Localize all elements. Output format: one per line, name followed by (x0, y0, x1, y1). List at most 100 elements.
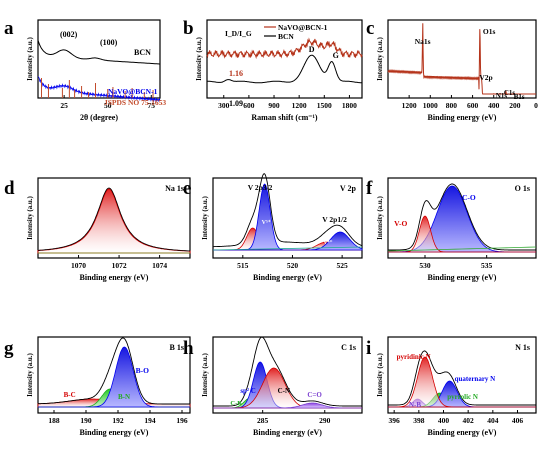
peak-C1s: C1s (504, 89, 516, 97)
label-V2p32: V 2p3/2 (248, 183, 273, 192)
x-tick-label-g: 194 (144, 416, 156, 425)
legend-BCN: BCN (134, 48, 151, 57)
panel-c-frame (387, 19, 537, 99)
baseline (212, 246, 363, 251)
label-C-O: C-O (462, 193, 476, 202)
peak-B-O (38, 346, 190, 408)
x-tick-label-i: 402 (463, 416, 475, 425)
x-tick-label-d: 1074 (152, 261, 167, 270)
x-tick-label-i: 396 (389, 416, 401, 425)
x-axis-label-e: Binding energy (eV) (253, 273, 322, 282)
x-tick-label-e: 520 (287, 261, 299, 270)
x-tick-label-c: 600 (467, 101, 479, 110)
x-tick-label-g: 190 (80, 416, 92, 425)
x-tick-label-a: 50 (104, 101, 112, 110)
y-axis-label-c: Intensity (a.u.) (376, 36, 384, 80)
x-tick-label-f: 535 (481, 261, 493, 270)
panel-a: a Intensity (a.u.) 2θ (degree) 25 50 75 (002) (… (4, 18, 166, 122)
label-C-B: C-B (230, 400, 242, 407)
y-axis-label-g: Intensity (a.u.) (26, 352, 34, 396)
legend-NaVO: NaVO@BCN-1 (108, 87, 158, 96)
panel-e-frame (212, 177, 363, 259)
y-axis-label-f: Intensity (a.u.) (376, 195, 384, 239)
x-tick-label-f: 530 (419, 261, 431, 270)
series-BCN (207, 54, 362, 84)
y-axis-label-a: Intensity (a.u.) (26, 36, 34, 80)
label-G: G (333, 51, 339, 60)
x-tick-label-b: 1800 (342, 101, 357, 110)
label-C=O: C=O (307, 391, 322, 399)
panel-letter-g: g (4, 338, 14, 359)
label-D: D (309, 45, 315, 54)
title-C1s: C 1s (341, 343, 356, 352)
x-tick-label-a: 25 (60, 101, 68, 110)
x-tick-label-e: 515 (237, 261, 249, 270)
y-axis-label-d: Intensity (a.u.) (26, 195, 34, 239)
x-tick-label-c: 1200 (402, 101, 417, 110)
peak-Na1s (37, 188, 191, 254)
x-axis-label-a: 2θ (degree) (80, 113, 118, 122)
x-tick-label-a: 75 (148, 101, 156, 110)
x-tick-label-d: 1072 (112, 261, 127, 270)
peak-V2p: V2p (479, 73, 492, 82)
title-V2p: V 2p (340, 184, 357, 193)
x-tick-label-g: 192 (112, 416, 124, 425)
peak-B1s: B1s (514, 93, 525, 101)
label-B-C: B-C (64, 391, 76, 399)
title-B1s: B 1s (170, 343, 184, 352)
peak-pyridinic-N (388, 356, 536, 408)
panel-f-frame (387, 177, 537, 259)
x-axis-label-f: Binding energy (eV) (428, 273, 497, 282)
x-tick-label-g: 188 (48, 416, 60, 425)
peak-O1s: O1s (483, 27, 496, 36)
peak-C=O (213, 402, 362, 409)
x-axis-label-b: Raman shift (cm⁻¹) (251, 113, 318, 122)
peak-label-002: (002) (60, 30, 78, 39)
x-tick-label-b: 1500 (317, 101, 332, 110)
panel-d-frame (37, 177, 191, 259)
x-tick-label-h: 285 (257, 416, 269, 425)
label-N-B: N-B (409, 401, 421, 409)
label-V2p12: V 2p1/2 (322, 215, 347, 224)
legend-label-BCN: BCN (278, 32, 294, 41)
x-tick-label-i: 406 (512, 416, 524, 425)
peak-Na1s: Na1s (415, 37, 431, 46)
panel-letter-h: h (183, 338, 194, 359)
panel-d: d Intensity (a.u.) Binding energy (eV) 1070… (4, 177, 191, 282)
x-axis-label-g: Binding energy (eV) (80, 428, 149, 437)
peak-V⁵⁺ 2p1/2 (213, 231, 363, 251)
label-quaternary-N: quaternary N (455, 375, 496, 383)
panel-letter-c: c (366, 18, 374, 39)
title-O1s: O 1s (515, 184, 530, 193)
panel-a-frame (37, 19, 161, 99)
y-axis-label-i: Intensity (a.u.) (376, 352, 384, 396)
panel-letter-i: i (366, 338, 371, 359)
label-V-O: V-O (394, 219, 407, 228)
envelope-N1s (388, 350, 536, 406)
ratio-NaVO: 1.16 (229, 69, 243, 78)
peak-N1s: N1s (496, 92, 508, 100)
panel-letter-a: a (4, 18, 14, 39)
x-axis-label-i: Binding energy (eV) (428, 428, 497, 437)
x-axis-label-h: Binding energy (eV) (253, 428, 322, 437)
x-tick-label-e: 525 (337, 261, 349, 270)
x-tick-label-d: 1070 (71, 261, 86, 270)
baseline (387, 246, 537, 252)
label-B-O: B-O (136, 366, 150, 375)
x-tick-label-i: 400 (438, 416, 450, 425)
panel-i-frame (387, 336, 537, 414)
y-axis-label-b: Intensity (a.u.) (195, 36, 203, 80)
x-tick-label-i: 404 (487, 416, 499, 425)
label-B-N: B-N (118, 393, 130, 401)
x-tick-label-c: 1000 (423, 101, 438, 110)
title-N1s: N 1s (515, 343, 530, 352)
y-axis-label-h: Intensity (a.u.) (201, 352, 209, 396)
series-NaVO@BCN-1 (37, 76, 161, 103)
panel-g: g Intensity (a.u.) Binding energy (eV) 188 1… (4, 336, 191, 437)
title-Na1s: Na 1s (165, 184, 184, 193)
x-axis-label-d: Binding energy (eV) (80, 273, 149, 282)
x-tick-label-b: 300 (218, 101, 230, 110)
